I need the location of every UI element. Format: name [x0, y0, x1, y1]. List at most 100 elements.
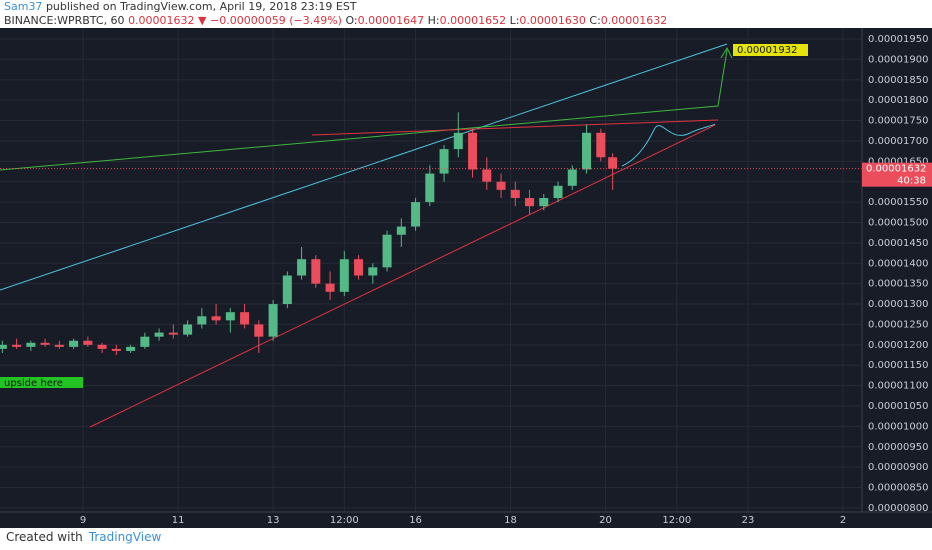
- ohlc-value: 0.00001647: [357, 14, 425, 27]
- candle-body: [496, 181, 506, 190]
- candle-body: [154, 332, 164, 337]
- candle-body: [254, 324, 264, 337]
- y-tick-label: 0.00001300: [868, 299, 928, 310]
- ohlc-label: H:: [427, 14, 440, 27]
- y-tick-label: 0.00001850: [868, 75, 928, 86]
- y-tick-label: 0.00001050: [868, 401, 928, 412]
- candle-body: [268, 304, 278, 337]
- candle-body: [211, 316, 221, 321]
- x-tick-label: 13: [267, 515, 280, 526]
- candle-body: [354, 259, 364, 276]
- arrow-head: [720, 46, 733, 59]
- y-tick-label: 0.00001000: [868, 421, 928, 432]
- countdown: 40:38: [897, 176, 926, 187]
- candle-body: [608, 157, 618, 169]
- candle-body: [311, 259, 321, 284]
- candle-body: [69, 340, 79, 347]
- x-tick-label: 12:00: [330, 515, 359, 526]
- note: upside here: [4, 378, 63, 389]
- candle-body: [439, 149, 449, 174]
- candle-body: [111, 348, 121, 351]
- x-tick-label: 20: [599, 515, 612, 526]
- brand[interactable]: TradingView: [88, 530, 162, 544]
- target-box: [733, 44, 808, 56]
- ohlc-value: 0.00001652: [439, 14, 507, 27]
- chart-background: [0, 28, 932, 528]
- candle-body: [97, 344, 107, 349]
- axes: 0.00000800 0.00000850 0.00000900 0.00000950…: [80, 34, 932, 526]
- y-tick-label: 0.00001650: [868, 156, 928, 167]
- price-box: [862, 162, 932, 187]
- candle-body: [26, 342, 36, 347]
- candle-body: [396, 226, 406, 235]
- trend-line: [311, 119, 719, 136]
- candle-body: [411, 202, 421, 227]
- trend-line: [0, 49, 728, 171]
- candle-body: [126, 346, 136, 351]
- candle-body: [297, 259, 307, 276]
- candle-body: [168, 332, 178, 335]
- candle-body: [40, 342, 50, 345]
- y-tick-label: 0.00000800: [868, 503, 928, 514]
- candle-body: [382, 234, 392, 268]
- y-tick-label: 0.00001500: [868, 217, 928, 228]
- y-tick-label: 0.00001950: [868, 34, 928, 45]
- candle-body: [54, 344, 64, 347]
- ohlc-label: C:: [589, 14, 601, 27]
- author[interactable]: Sam37: [4, 0, 43, 13]
- ohlc-value: 0.00001632: [600, 14, 668, 27]
- candle-body: [539, 198, 549, 207]
- y-tick-label: 0.00001450: [868, 238, 928, 249]
- candle-body: [0, 344, 7, 349]
- x-tick-label: 12:00: [662, 515, 691, 526]
- x-tick-label: 18: [504, 515, 517, 526]
- y-tick-label: 0.00000950: [868, 442, 928, 453]
- x-tick-label: 11: [172, 515, 185, 526]
- footer-text: Created with: [6, 530, 83, 544]
- symbol: BINANCE:WPRBTC, 60: [4, 14, 125, 27]
- candle-body: [240, 312, 250, 325]
- candle-body: [225, 312, 235, 321]
- y-tick-label: 0.00001750: [868, 116, 928, 127]
- candle-body: [339, 259, 349, 292]
- ohlc-value: 0.00001630: [519, 14, 586, 27]
- last-price: 0.00001632: [128, 14, 195, 27]
- candle-body: [83, 340, 93, 345]
- published: published on TradingView.com, April 19, …: [45, 0, 357, 13]
- trend-line: [0, 43, 728, 291]
- note-box: [0, 377, 83, 388]
- x-tick-label: 16: [409, 515, 422, 526]
- grid: [0, 28, 862, 512]
- candle-body: [468, 132, 478, 170]
- candle-body: [282, 275, 292, 305]
- y-tick-label: 0.00001200: [868, 340, 928, 351]
- candle-body: [368, 267, 378, 276]
- candle-body: [553, 185, 563, 199]
- y-tick-label: 0.00001400: [868, 258, 928, 269]
- drawings: [0, 43, 733, 428]
- y-tick-label: 0.00001150: [868, 360, 928, 371]
- y-tick-label: 0.00000900: [868, 462, 928, 473]
- candle-body: [325, 283, 335, 292]
- candle-body: [510, 189, 520, 199]
- candles: [0, 112, 862, 356]
- y-tick-label: 0.00001100: [868, 381, 928, 392]
- candle-body: [596, 132, 606, 158]
- x-tick-label: 9: [80, 515, 86, 526]
- projection: [621, 123, 716, 167]
- candle-body: [183, 324, 193, 335]
- candle-body: [197, 316, 207, 325]
- x-tick-label: 2: [840, 515, 846, 526]
- chart: upside here 0.00001932 0.00000800 0.00000…: [0, 28, 932, 528]
- ohlc-label: O:: [345, 14, 358, 27]
- x-tick-label: 23: [742, 515, 755, 526]
- header: Sam37 published on TradingView.com, Apri…: [4, 0, 667, 28]
- candle-body: [567, 169, 577, 186]
- candle-body: [140, 336, 150, 347]
- candle-body: [453, 132, 463, 150]
- candle-body: [582, 132, 592, 170]
- target-label: 0.00001932: [737, 45, 797, 56]
- change: ▼ −0.00000059 (−3.49%): [198, 14, 342, 27]
- ohlc-label: L:: [509, 14, 520, 27]
